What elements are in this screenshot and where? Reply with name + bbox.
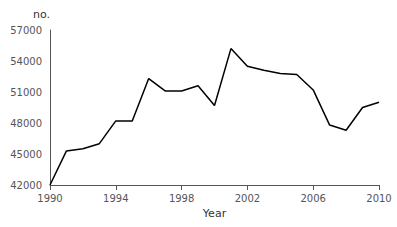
svg-text:2010: 2010 — [366, 193, 391, 204]
svg-text:45000: 45000 — [10, 149, 42, 160]
svg-text:57000: 57000 — [10, 25, 42, 36]
svg-text:42000: 42000 — [10, 180, 42, 191]
svg-text:no.: no. — [33, 8, 50, 21]
svg-text:51000: 51000 — [10, 87, 42, 98]
svg-text:48000: 48000 — [10, 118, 42, 129]
svg-text:2006: 2006 — [300, 193, 325, 204]
svg-text:2002: 2002 — [235, 193, 260, 204]
svg-text:1998: 1998 — [169, 193, 194, 204]
svg-text:54000: 54000 — [10, 56, 42, 67]
svg-text:Year: Year — [202, 207, 227, 220]
svg-text:1994: 1994 — [103, 193, 128, 204]
svg-text:1990: 1990 — [37, 193, 62, 204]
